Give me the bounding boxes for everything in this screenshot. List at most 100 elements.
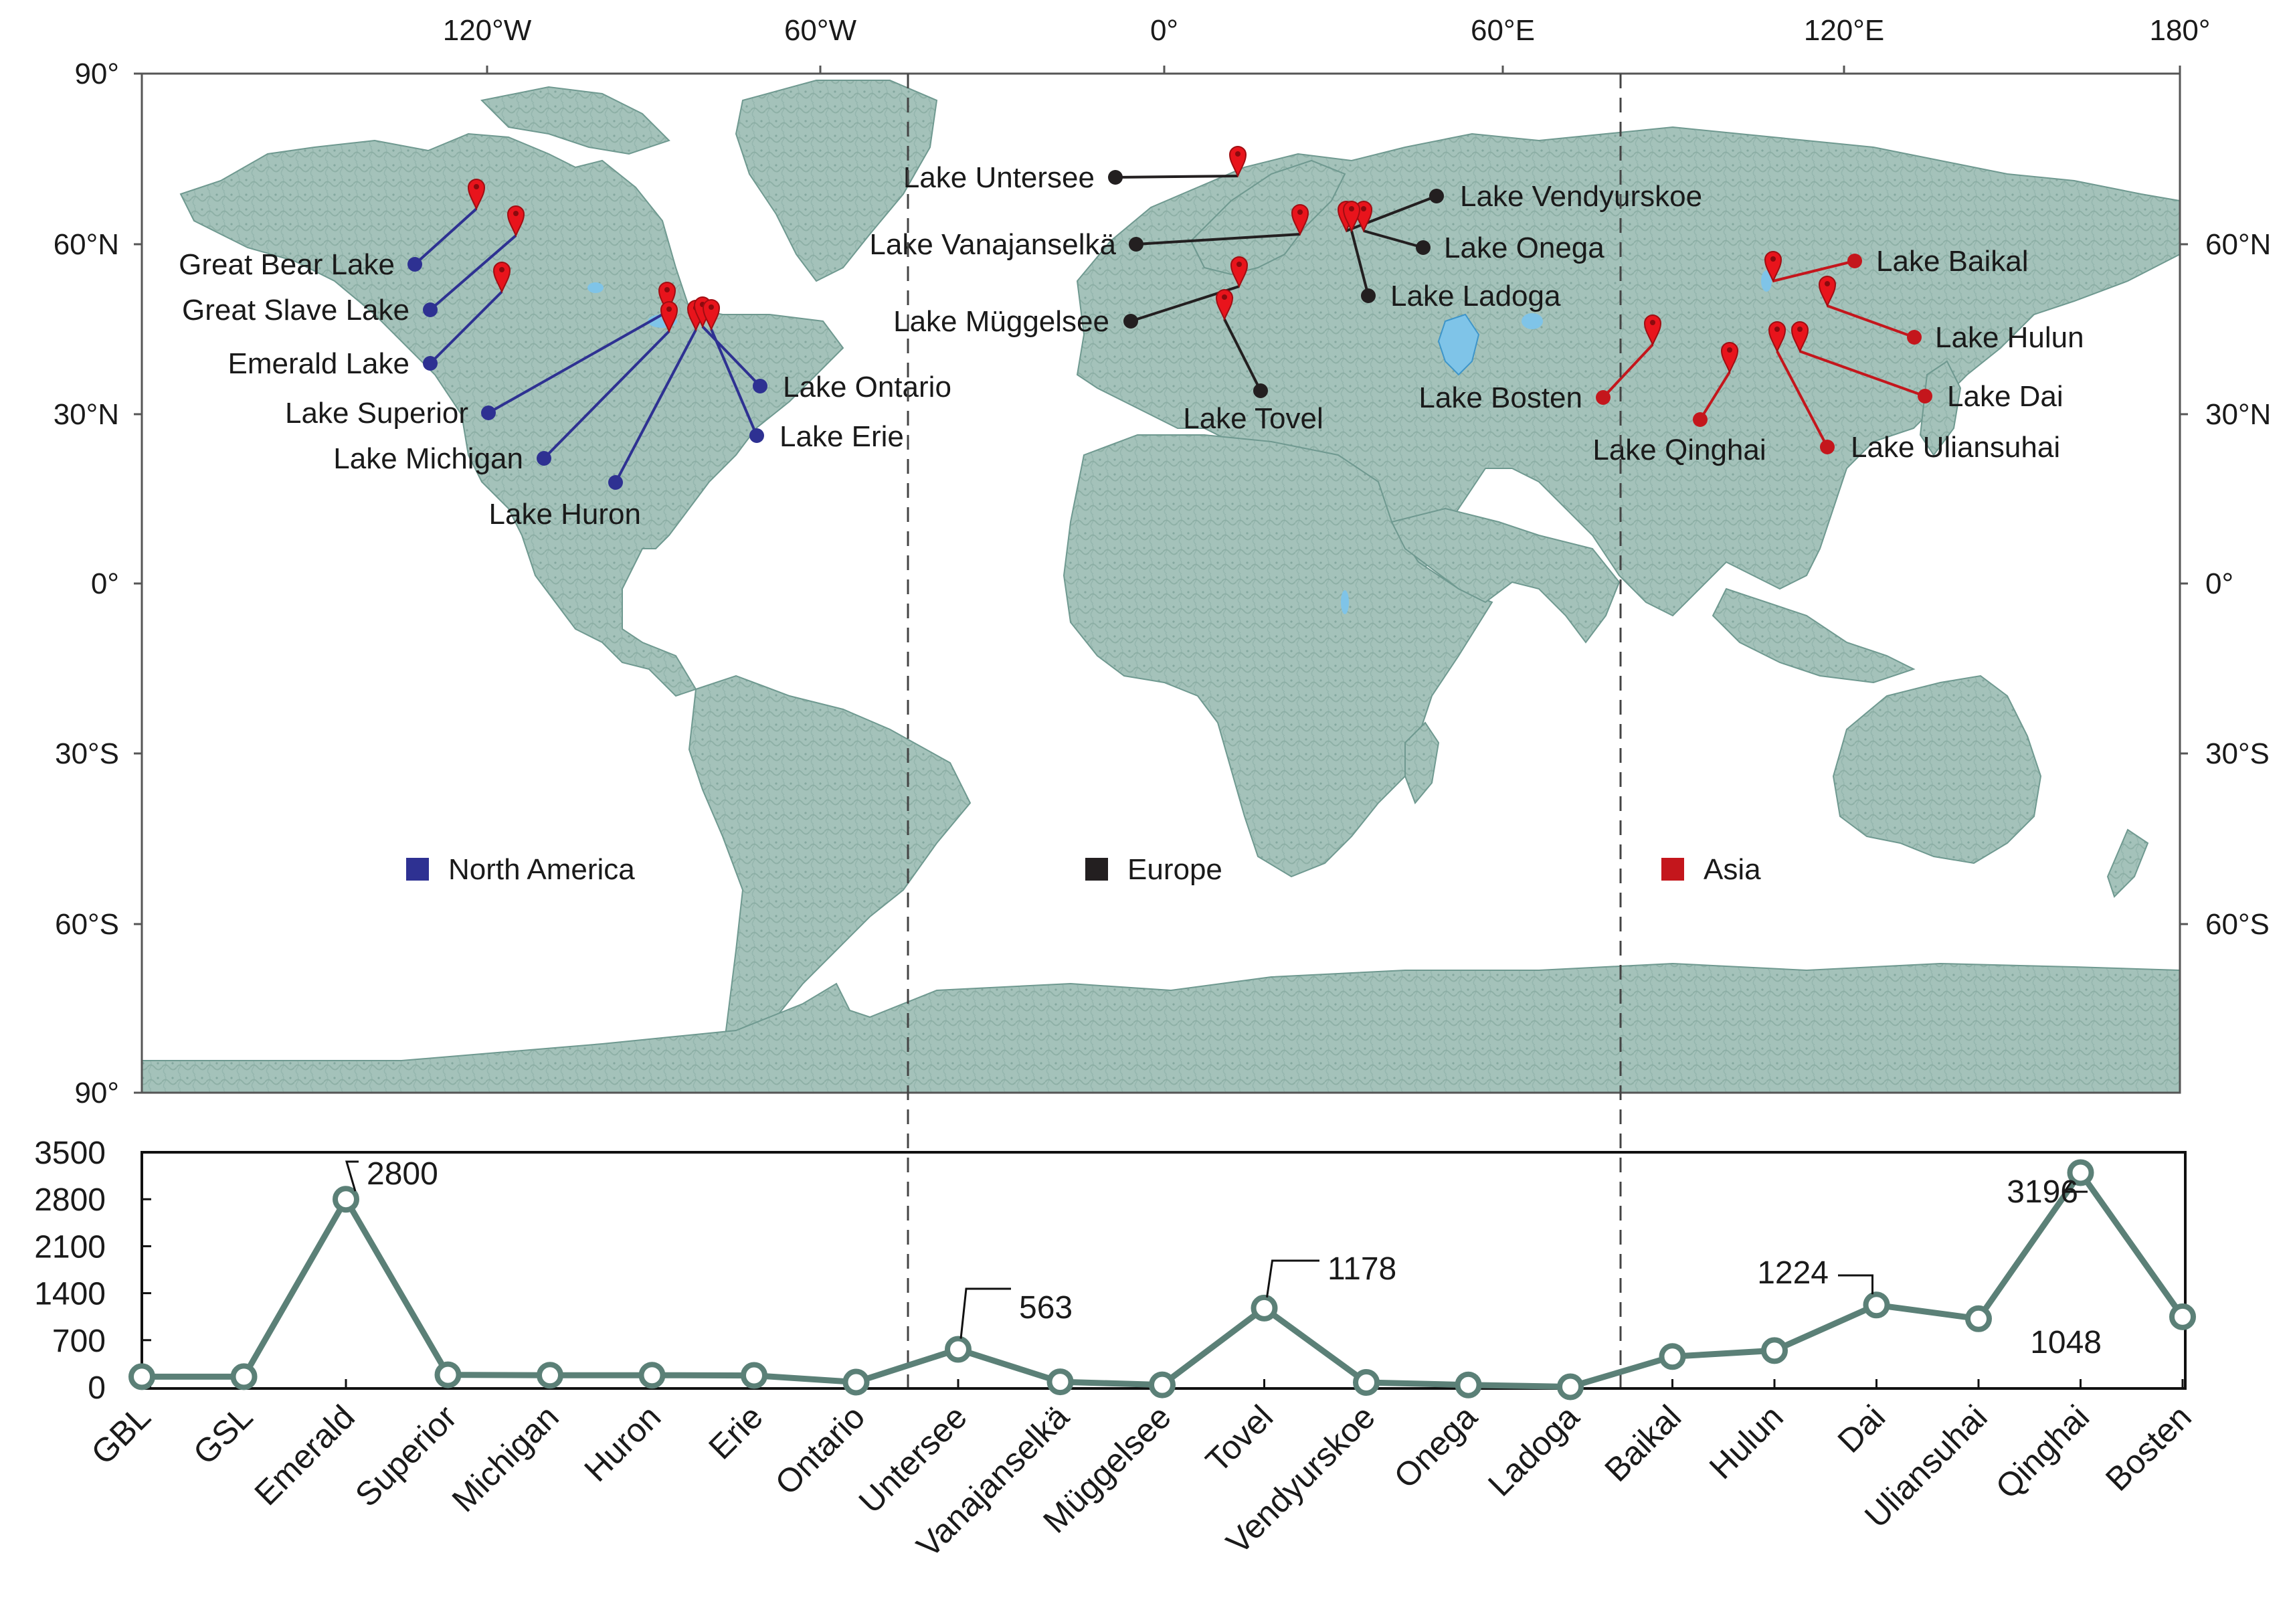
- lake-label: Emerald Lake: [228, 347, 409, 380]
- leader-dot: [407, 257, 422, 272]
- lake-markers: [467, 146, 1837, 374]
- series-point: [1149, 1371, 1176, 1399]
- lake-marker-icon: [702, 299, 721, 331]
- annotation-label: 563: [1019, 1290, 1073, 1326]
- legend-swatch: [1661, 858, 1684, 881]
- lake-label: Lake Qinghai: [1592, 434, 1766, 466]
- lake-marker-icon: [1215, 289, 1234, 321]
- lake-marker-icon: [1230, 256, 1249, 288]
- annotation-leader: [1266, 1259, 1319, 1298]
- leader-dot: [1123, 314, 1138, 329]
- lat-tick-label-right: 60°S: [2205, 908, 2270, 941]
- lake-labels: Great Bear Lake Great Slave Lake Emerald L…: [179, 161, 2084, 531]
- annotation-label: 3196: [2007, 1174, 2078, 1210]
- lake-marker-dot: [1297, 209, 1303, 215]
- landmass-antarctica: [142, 962, 2180, 1093]
- lake-leader-lines: [407, 170, 1932, 490]
- leader-line: [429, 290, 503, 365]
- lake-label: Great Slave Lake: [182, 294, 409, 327]
- annotation-label: 1178: [1327, 1251, 1396, 1287]
- x-tick-label: Qinghai: [1989, 1398, 2096, 1506]
- series-point: [945, 1336, 972, 1363]
- landmass-madagascar: [1404, 721, 1440, 804]
- lake-label: Lake Ladoga: [1390, 280, 1561, 312]
- leader-dot: [481, 405, 496, 420]
- x-tick-label: Erie: [701, 1398, 769, 1466]
- legend-label: North America: [448, 853, 635, 886]
- lake-label: Lake Müggelsee: [893, 305, 1109, 338]
- annotation-label: 2800: [367, 1156, 438, 1192]
- leader-line: [1350, 230, 1370, 296]
- x-tick-label: Bosten: [2098, 1398, 2199, 1498]
- lake-marker-dot: [1235, 151, 1241, 157]
- lake-label: Lake Hulun: [1935, 321, 2084, 354]
- baikal-water: [1761, 270, 1772, 292]
- lake-marker-dot: [664, 287, 670, 292]
- leader-line: [1115, 175, 1238, 179]
- lake-label: Lake Superior: [285, 397, 468, 430]
- aral-sea: [1522, 313, 1543, 329]
- lake-marker-dot: [1349, 206, 1354, 211]
- lat-tick-label-left: 90°: [74, 1077, 119, 1109]
- lake-marker-icon: [658, 282, 676, 314]
- leader-line: [1827, 304, 1915, 339]
- lon-tick-label: 60°W: [784, 14, 857, 47]
- lat-tick-label-right: 30°S: [2205, 737, 2270, 770]
- series-point: [1557, 1373, 1584, 1401]
- lake-label: Lake Michigan: [333, 442, 523, 475]
- series-point: [1659, 1343, 1686, 1370]
- lon-tick-label: 180°: [2149, 14, 2210, 47]
- value-annotations: 2800 563 1178 1224 3196 1048: [345, 1156, 2102, 1360]
- lake-marker-dot: [1770, 256, 1776, 262]
- series-points: [128, 1159, 2196, 1401]
- leader-line: [614, 329, 697, 483]
- leader-dot: [1596, 390, 1611, 405]
- lake-marker-dot: [1222, 294, 1227, 300]
- leader-dot: [423, 356, 438, 371]
- series-point: [842, 1368, 870, 1396]
- lake-label: Lake Ontario: [783, 371, 951, 403]
- annotation-leader: [2062, 1181, 2088, 1193]
- series-point: [537, 1362, 563, 1389]
- lake-label: Lake Huron: [489, 498, 641, 531]
- leader-dot: [1416, 240, 1431, 255]
- lake-marker-icon: [1720, 342, 1739, 374]
- x-tick-label: Michigan: [445, 1398, 566, 1519]
- lat-tick-label-left: 60°N: [54, 228, 119, 261]
- landmass-new-zealand: [2106, 828, 2149, 898]
- leader-dot: [1820, 440, 1835, 454]
- lake-marker-icon: [1791, 321, 1809, 353]
- lake-label: Lake Untersee: [903, 161, 1095, 194]
- lake-marker-dot: [1650, 320, 1655, 325]
- x-tick-label: Onega: [1387, 1398, 1485, 1496]
- leader-line: [1772, 260, 1855, 282]
- leader-line: [1776, 351, 1829, 448]
- y-tick-label: 3500: [34, 1136, 106, 1171]
- x-tick-label: GBL: [84, 1398, 157, 1471]
- series-point: [333, 1186, 359, 1213]
- landmass-south-asia: [1390, 507, 1621, 644]
- lake-label: Lake Onega: [1444, 232, 1604, 264]
- leader-dot: [1693, 412, 1708, 427]
- lake-label: Great Bear Lake: [179, 248, 395, 281]
- lake-marker-dot: [709, 304, 714, 310]
- y-tick-label: 700: [52, 1324, 106, 1359]
- lake-marker-icon: [1643, 314, 1662, 347]
- legend-label: Asia: [1704, 853, 1761, 886]
- leader-line: [1699, 371, 1731, 421]
- lat-tick-label-right: 60°N: [2205, 228, 2271, 261]
- leader-line: [429, 234, 517, 311]
- leader-dot: [753, 379, 767, 393]
- lake-label: Lake Tovel: [1183, 402, 1323, 435]
- leader-dot: [1918, 389, 1932, 403]
- lon-tick-label: 0°: [1150, 14, 1178, 47]
- leader-dot: [1253, 383, 1268, 398]
- map-axes: 120°W 60°W 0° 60°E 120°E 180° 90° 60°N 30°N 0° 30°…: [54, 14, 2272, 1109]
- lake-marker-icon: [1228, 146, 1247, 178]
- landmass-north-america: [179, 132, 844, 697]
- x-tick-label: Baikal: [1597, 1398, 1688, 1489]
- landmass-scandinavia: [1190, 159, 1346, 276]
- leader-line: [1135, 233, 1301, 246]
- series-line: [142, 1170, 2185, 1390]
